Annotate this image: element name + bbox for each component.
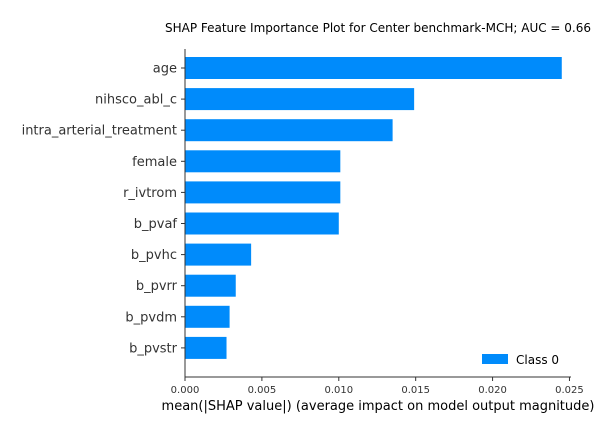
bar-nihsco_abl_c: [185, 88, 415, 111]
y-label-r_ivtrom: r_ivtrom: [123, 186, 177, 201]
bar-b_pvrr: [185, 274, 236, 297]
x-tick-label-0.015: 0.015: [401, 385, 430, 396]
legend: Class 0: [482, 353, 559, 367]
x-tick-label-0.005: 0.005: [248, 385, 277, 396]
y-label-b_pvhc: b_pvhc: [131, 248, 177, 263]
chart-title: SHAP Feature Importance Plot for Center …: [165, 21, 591, 35]
legend-label: Class 0: [516, 353, 559, 367]
bar-r_ivtrom: [185, 181, 341, 204]
x-tick-label-0.000: 0.000: [171, 385, 200, 396]
x-tick-label-0.025: 0.025: [555, 385, 584, 396]
y-label-b_pvrr: b_pvrr: [136, 279, 178, 294]
y-label-age: age: [153, 62, 177, 77]
bar-b_pvdm: [185, 305, 230, 328]
bar-age: [185, 57, 562, 79]
x-tick-label-0.010: 0.010: [324, 385, 353, 396]
y-label-female: female: [132, 155, 177, 170]
y-axis-labels: age nihsco_abl_c intra_arterial_treatmentf…: [22, 62, 185, 356]
bar-intra_arterial_treatment: [185, 119, 393, 142]
x-axis-label: mean(|SHAP value|) (average impact on mo…: [162, 399, 595, 414]
legend-swatch: [482, 354, 508, 364]
bar-b_pvaf: [185, 212, 339, 235]
bar-b_pvhc: [185, 243, 252, 266]
bar-female: [185, 150, 341, 173]
bars-layer: [185, 57, 562, 359]
y-label-b_pvdm: b_pvdm: [125, 310, 177, 325]
y-label-nihsco_abl_c: nihsco_abl_c: [95, 93, 177, 108]
x-tick-label-0.020: 0.020: [478, 385, 507, 396]
y-label-b_pvaf: b_pvaf: [134, 217, 178, 232]
bar-b_pvstr: [185, 336, 227, 359]
y-label-intra_arterial_treatment: intra_arterial_treatment: [22, 124, 177, 139]
x-axis-ticks: 0.000 0.005 0.010 0.015 0.020 0.025: [171, 377, 584, 396]
y-label-b_pvstr: b_pvstr: [129, 341, 178, 356]
